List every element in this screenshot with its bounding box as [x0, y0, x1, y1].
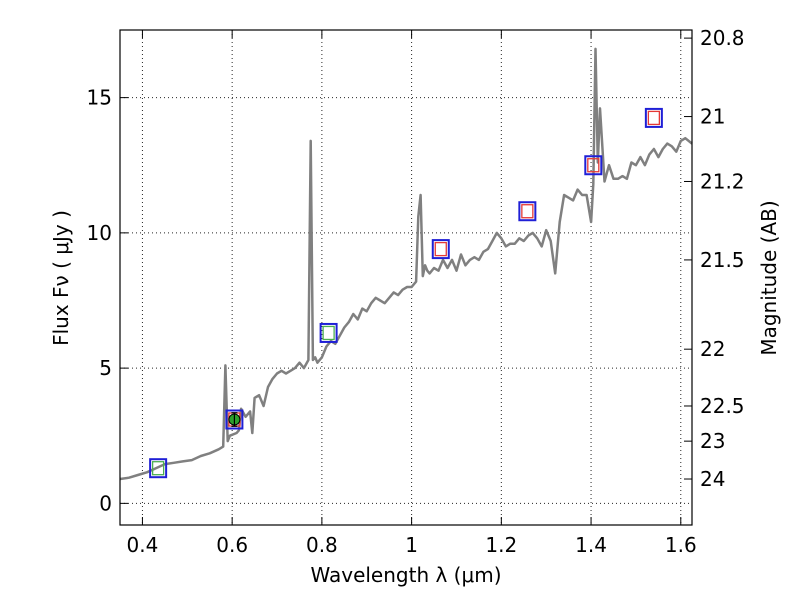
model-box — [151, 461, 165, 476]
right-tick-label: 21 — [700, 105, 725, 129]
x-tick-label: 1.4 — [575, 533, 607, 557]
x-tick-label: 1.6 — [665, 533, 697, 557]
right-tick-label: 22.5 — [700, 394, 745, 418]
right-tick-label: 20.8 — [700, 26, 745, 50]
photometry-box — [225, 409, 244, 430]
model-box — [587, 158, 600, 173]
observed-point-layer — [228, 412, 241, 427]
x-tick-label: 1.2 — [485, 533, 517, 557]
y-tick-label: 5 — [99, 356, 112, 380]
right-tick-label: 23 — [700, 429, 725, 453]
photometry-box — [644, 107, 663, 128]
right-tick-label: 21.5 — [700, 248, 745, 272]
x-tick-label: 0.6 — [216, 533, 248, 557]
photometry-layer — [149, 107, 663, 479]
right-tick-label: 21.2 — [700, 169, 745, 193]
photometry-box — [584, 155, 603, 176]
x-tick-label: 1 — [405, 533, 418, 557]
model-box — [322, 325, 335, 341]
photometry-box — [319, 322, 338, 343]
plot-frame — [119, 29, 693, 526]
model-box — [521, 204, 534, 219]
x-tick-label: 0.8 — [306, 533, 338, 557]
x-tick-label: 0.4 — [127, 533, 159, 557]
right-axis-label: Magnitude (AB) — [757, 200, 781, 355]
photometry-box — [431, 239, 450, 260]
photometry-box — [149, 458, 168, 479]
spectrum-line — [119, 47, 693, 481]
y-tick-label: 15 — [87, 86, 112, 110]
y-tick-label: 0 — [99, 491, 112, 515]
axis-ticks: 0.4 0.6 0.8 1 1.2 1.4 1.6 0 5 10 15 20.8 21 21.2 21.5 2… — [87, 26, 745, 557]
y-tick-label: 10 — [87, 221, 112, 245]
grid-lines — [120, 30, 692, 525]
x-axis-label: Wavelength λ (μm) — [310, 563, 501, 587]
spectrum-layer — [119, 47, 693, 481]
photometry-box — [518, 201, 537, 222]
right-tick-label: 24 — [700, 467, 725, 491]
right-tick-label: 22 — [700, 337, 725, 361]
model-box — [647, 110, 661, 126]
y-axis-label: Flux Fν ( μJy ) — [49, 210, 73, 346]
model-box — [434, 241, 447, 257]
